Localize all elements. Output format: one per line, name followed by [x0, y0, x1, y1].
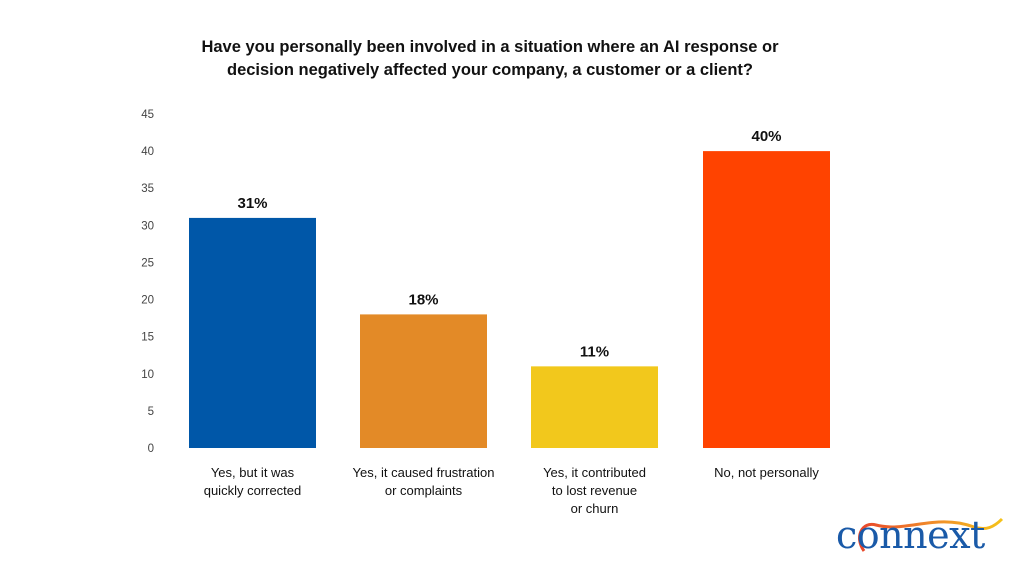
x-category-label-line: or churn — [570, 501, 619, 516]
x-category-label-line: Yes, it contributed — [543, 465, 646, 480]
data-labels: 31% 18% 11% 40% — [237, 128, 781, 360]
y-tick-label: 15 — [141, 332, 154, 344]
bars — [189, 151, 830, 448]
data-label: 31% — [237, 195, 267, 212]
y-tick-label: 5 — [148, 406, 154, 418]
y-tick-label: 25 — [141, 257, 154, 269]
y-tick-label: 35 — [141, 183, 154, 195]
x-category-label: Yes, it caused frustration or complaints — [339, 464, 509, 500]
chart-title: Have you personally been involved in a s… — [120, 36, 860, 82]
y-tick-label: 45 — [141, 109, 154, 121]
y-tick-label: 0 — [148, 443, 154, 455]
chart-title-line-1: Have you personally been involved in a s… — [201, 38, 779, 56]
y-axis: 0 5 10 15 20 25 30 35 40 45 — [141, 109, 154, 455]
connext-logo: connext — [836, 507, 1006, 565]
chart-title-line-2: decision negatively affected your compan… — [226, 61, 754, 79]
data-label: 11% — [580, 343, 609, 360]
x-category-label: Yes, it contributed to lost revenue or chu… — [510, 464, 680, 518]
x-category-label: Yes, but it was quickly corrected — [168, 464, 338, 500]
bar — [703, 151, 830, 448]
x-category-label-line: quickly corrected — [203, 483, 302, 498]
x-category-label-line: Yes, but it was — [210, 465, 295, 480]
y-tick-label: 20 — [141, 295, 154, 307]
x-category-label-line: Yes, it caused frustration — [352, 465, 495, 480]
bar — [531, 366, 658, 448]
bar — [189, 217, 316, 448]
data-label: 40% — [751, 128, 781, 145]
y-tick-label: 30 — [141, 220, 154, 232]
x-category-label-line: to lost revenue — [551, 483, 638, 498]
x-category-label-line: or complaints — [384, 483, 463, 498]
logo-swoosh — [858, 517, 1004, 552]
y-tick-label: 40 — [141, 146, 154, 158]
data-label: 18% — [408, 291, 438, 308]
x-category-label: No, not personally — [682, 464, 852, 482]
y-tick-label: 10 — [141, 369, 154, 381]
logo-wordmark: connext — [836, 513, 985, 557]
bar — [360, 314, 487, 448]
x-category-label-line: No, not personally — [714, 465, 819, 480]
